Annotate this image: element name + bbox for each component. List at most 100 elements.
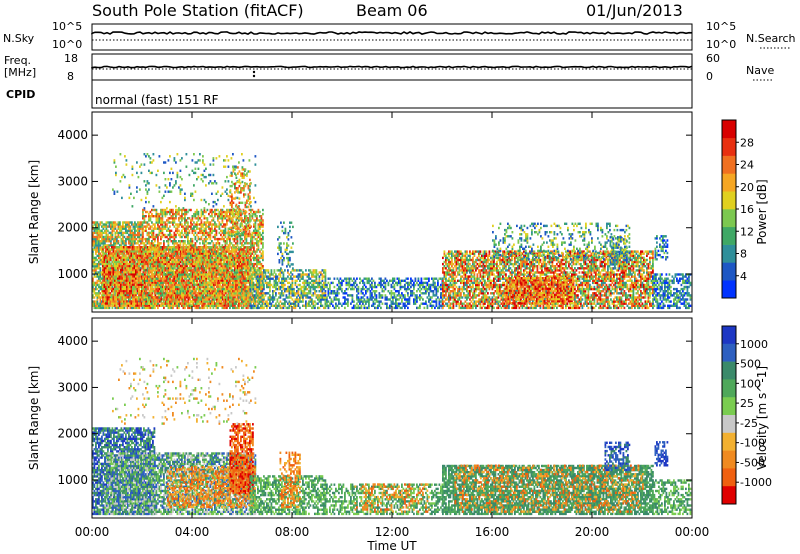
radar-cell: [231, 283, 233, 286]
radar-cell: [246, 246, 248, 249]
radar-cell: [123, 283, 125, 286]
radar-cell: [126, 304, 128, 307]
radar-cell: [185, 210, 188, 214]
radar-cell: [110, 221, 112, 224]
radar-cell: [199, 296, 201, 299]
radar-cell: [184, 302, 186, 305]
radar-cell: [169, 285, 171, 289]
radar-cell: [141, 246, 143, 249]
radar-cell: [95, 258, 97, 262]
radar-cell: [151, 287, 153, 291]
radar-cell: [176, 248, 179, 251]
radar-cell: [146, 231, 149, 235]
radar-cell: [154, 271, 156, 274]
radar-cell: [164, 208, 167, 212]
radar-cell: [123, 304, 125, 307]
radar-cell: [95, 237, 97, 241]
radar-cell: [132, 240, 135, 243]
radar-cell: [172, 250, 174, 253]
radar-cell: [127, 296, 130, 299]
nave-label: Nave: [746, 64, 774, 77]
radar-cell: [142, 292, 144, 295]
radar-cell: [120, 267, 123, 270]
radar-cell: [190, 242, 192, 245]
radar-cell: [202, 252, 205, 255]
radar-cell: [99, 298, 102, 301]
radar-cell: [202, 269, 204, 272]
radar-cell: [103, 287, 106, 291]
radar-cell: [202, 265, 204, 268]
radar-cell: [129, 281, 131, 284]
radar-cell: [212, 250, 215, 253]
radar-cell: [211, 212, 213, 216]
radar-cell: [124, 256, 127, 259]
radar-cell: [117, 264, 119, 268]
radar-cell: [92, 281, 94, 285]
radar-cell: [135, 248, 137, 251]
radar-cell: [117, 283, 119, 286]
radar-cell: [211, 279, 214, 282]
radar-cell: [128, 300, 130, 303]
radar-cell: [202, 267, 204, 270]
radar-cell: [123, 293, 125, 297]
radar-cell: [95, 262, 97, 266]
radar-cell: [123, 262, 125, 266]
radar-cell: [95, 248, 97, 251]
radar-cell: [225, 298, 227, 301]
radar-cell: [146, 283, 149, 287]
radar-cell: [109, 273, 112, 276]
radar-cell: [157, 262, 160, 266]
radar-cell: [123, 235, 126, 239]
radar-cell: [167, 273, 170, 276]
radar-cell: [93, 275, 96, 278]
radar-cell: [145, 304, 147, 307]
radar-cell: [118, 304, 121, 307]
radar-cell: [163, 298, 165, 301]
radar-cell: [152, 273, 155, 276]
radar-cell: [108, 223, 111, 226]
radar-cell: [176, 277, 179, 280]
radar-cell: [203, 296, 206, 299]
radar-cell: [138, 302, 140, 305]
radar-cell: [219, 302, 221, 305]
radar-cell: [213, 293, 215, 297]
radar-cell: [117, 271, 119, 274]
radar-cell: [114, 262, 116, 266]
radar-cell: [163, 267, 165, 270]
radar-cell: [170, 269, 173, 272]
radar-cell: [103, 277, 106, 280]
radar-cell: [113, 242, 115, 245]
radar-cell: [175, 275, 177, 278]
radar-cell: [190, 223, 192, 226]
radar-cell: [145, 252, 147, 255]
radar-cell: [166, 210, 168, 214]
radar-cell: [138, 250, 140, 253]
radar-cell: [164, 260, 167, 264]
radar-cell: [232, 264, 235, 268]
radar-cell: [208, 298, 211, 301]
radar-cell: [112, 264, 115, 268]
radar-cell: [152, 229, 155, 232]
radar-cell: [211, 240, 213, 243]
radar-cell: [153, 260, 155, 263]
radar-cell: [197, 254, 200, 257]
radar-cell: [212, 252, 215, 255]
radar-cell: [155, 244, 158, 247]
radar-cell: [177, 293, 179, 297]
radar-cell: [138, 264, 140, 268]
radar-cell: [102, 300, 104, 303]
radar-cell: [137, 279, 139, 282]
radar-cell: [149, 290, 152, 293]
radar-cell: [95, 252, 97, 255]
radar-cell: [180, 298, 182, 301]
radar-cell: [169, 248, 171, 251]
radar-cell: [119, 229, 121, 232]
radar-cell: [170, 250, 173, 253]
radar-cell: [120, 281, 122, 284]
radar-cell: [149, 244, 152, 247]
radar-cell: [205, 298, 207, 301]
radar-cell: [208, 279, 211, 282]
radar-cell: [202, 233, 204, 237]
radar-cell: [108, 252, 110, 255]
radar-cell: [98, 233, 100, 237]
